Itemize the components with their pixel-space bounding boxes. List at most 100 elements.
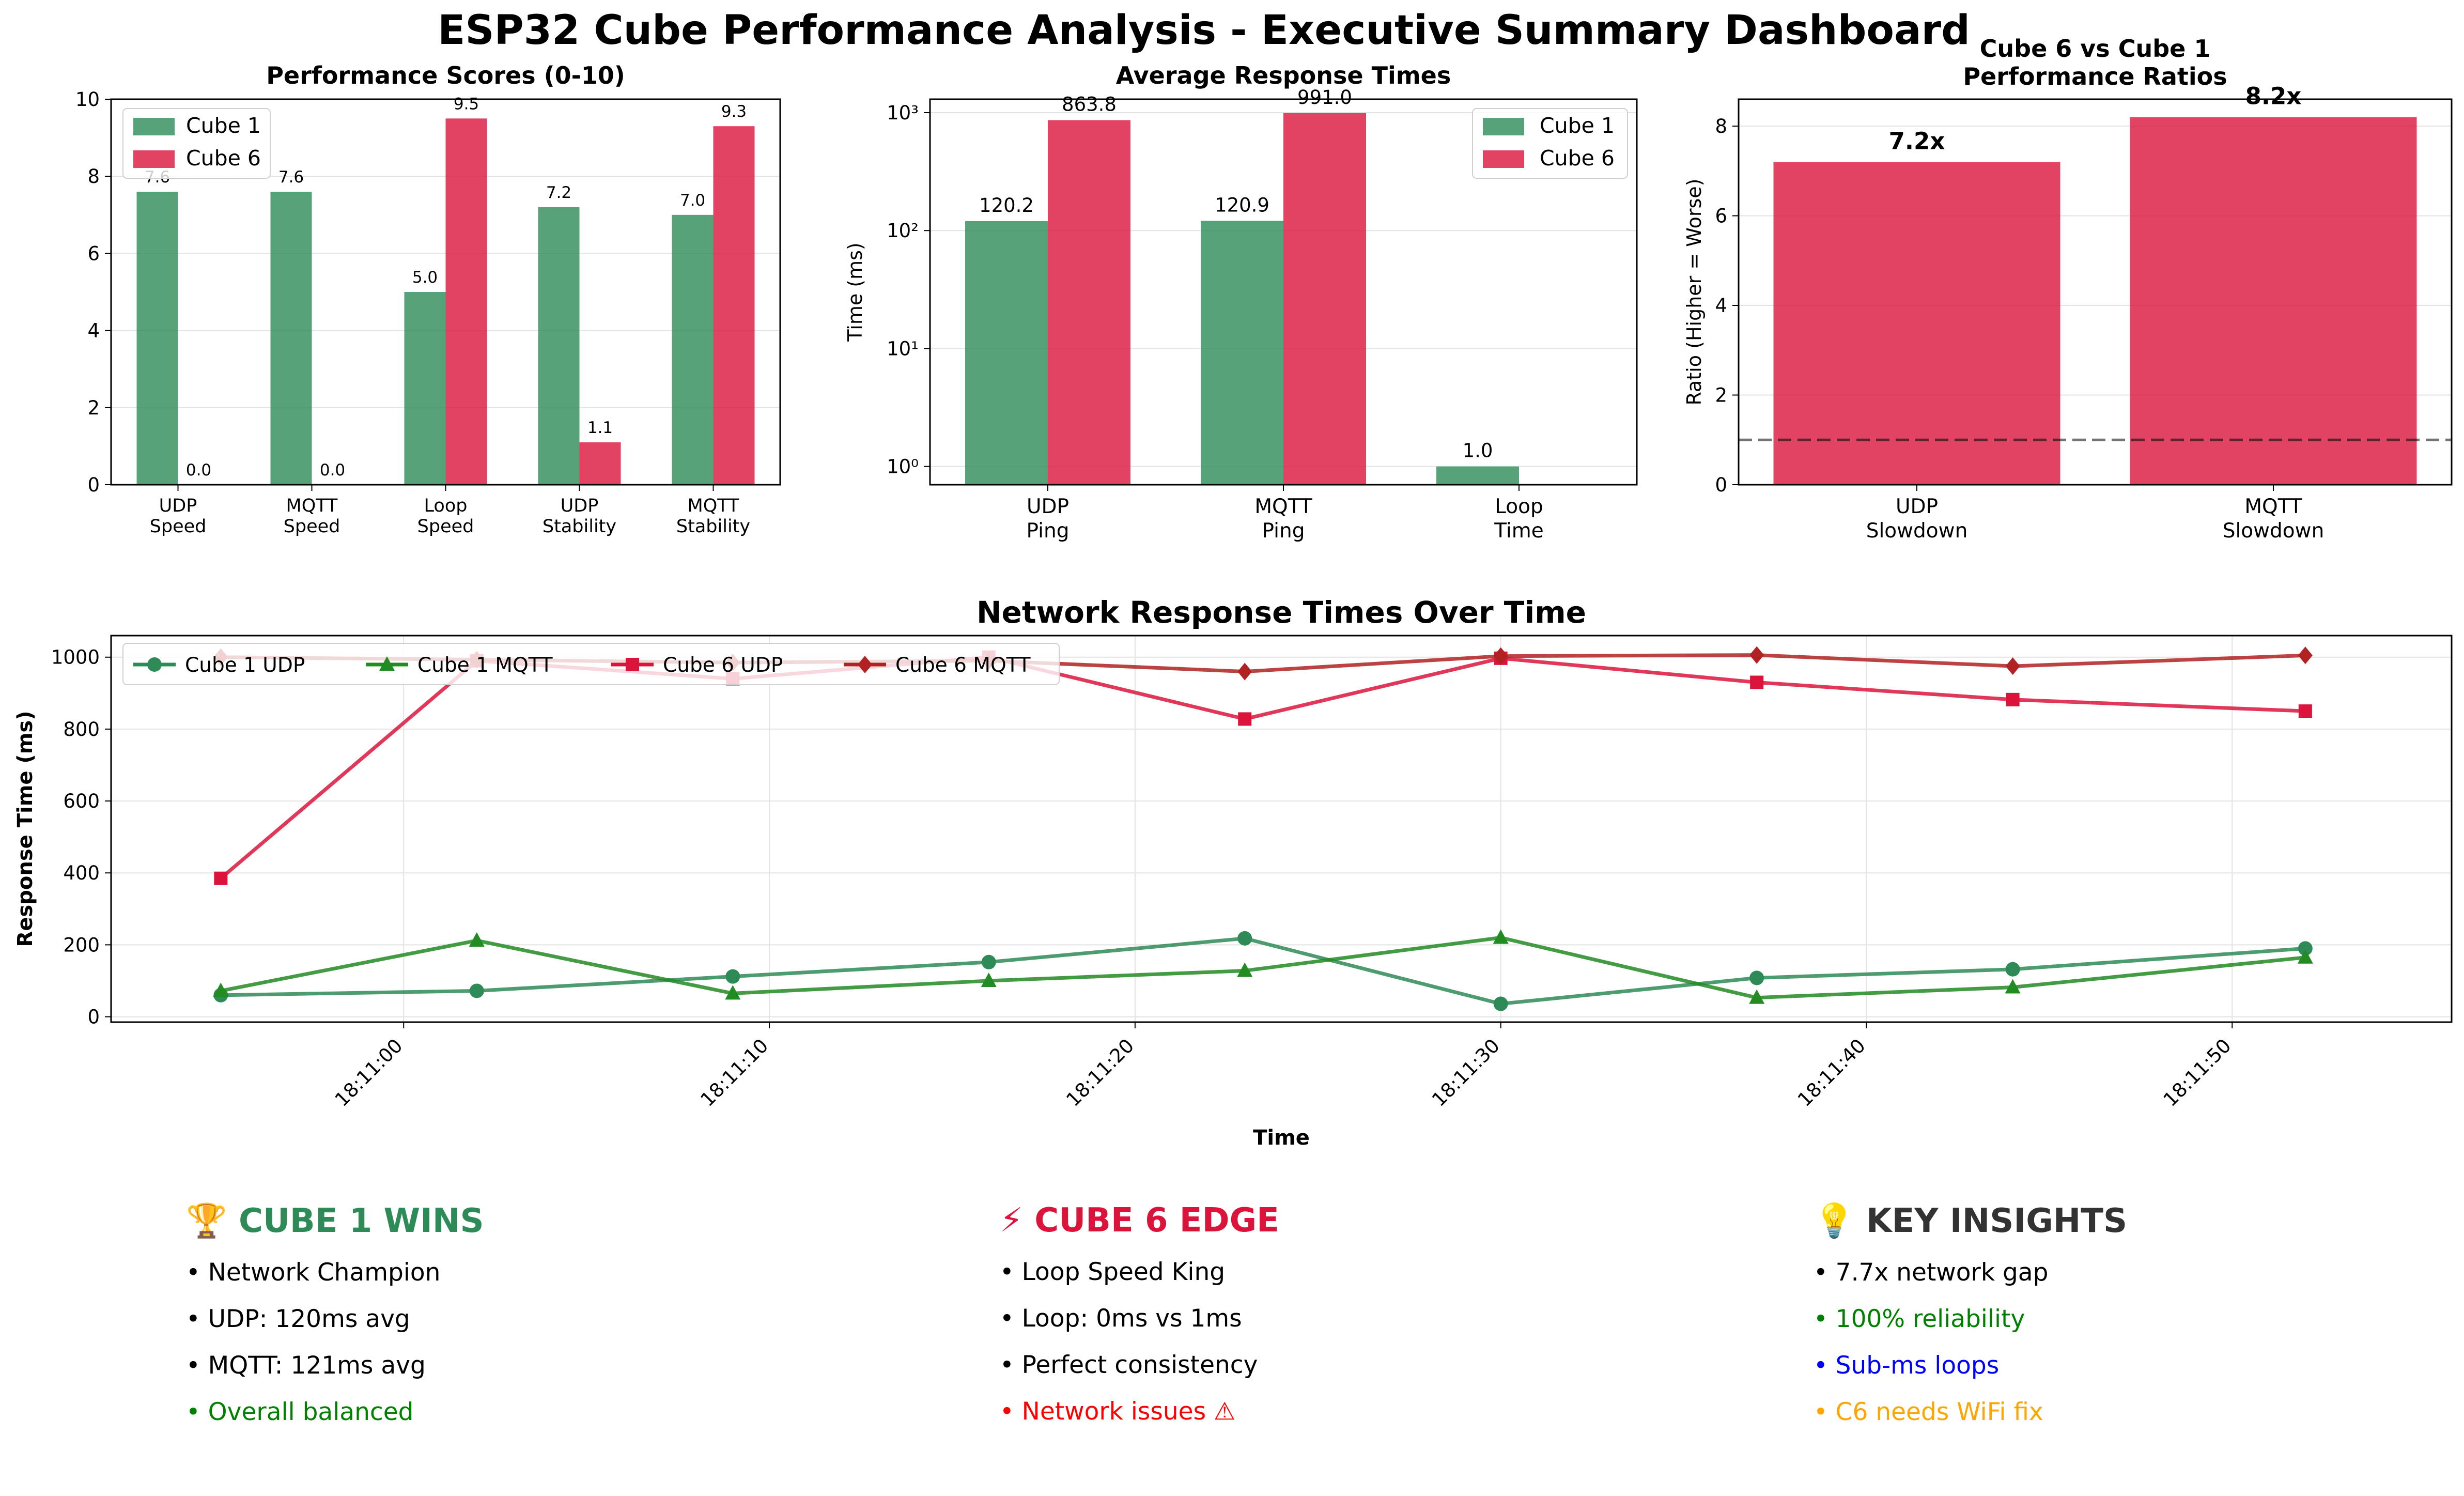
plot-frame [110, 98, 781, 486]
y-axis-label: Time (ms) [844, 242, 866, 342]
legend-marker [147, 657, 162, 672]
y-tick-label: 800 [63, 718, 100, 741]
y-axis-label: Response Time (ms) [13, 711, 37, 947]
panel-line: • UDP: 120ms avg [186, 1305, 410, 1333]
data-point [1493, 929, 1509, 944]
chart-title: Performance Scores (0-10) [266, 61, 625, 89]
y-tick-label: 4 [87, 320, 100, 342]
data-label: 8.2x [2245, 83, 2302, 110]
bar-cube6 [713, 126, 755, 485]
data-point [213, 982, 229, 997]
data-label: 0.0 [186, 461, 211, 480]
chart-performance-scores: 02468107.67.65.07.27.00.00.09.51.19.3UDP… [75, 61, 781, 537]
y-tick-label: 200 [63, 934, 100, 956]
panel-line: • Loop Speed King [1000, 1258, 1226, 1286]
y-tick-label: 10¹ [887, 337, 919, 360]
panel-line: • 7.7x network gap [1814, 1258, 2049, 1287]
legend: Cube 1 UDP Cube 1 MQTT Cube 6 UDP Cube 6 MQ… [122, 643, 1060, 685]
dashboard-title: ESP32 Cube Performance Analysis - Execut… [438, 7, 1970, 54]
y-tick-label: 400 [63, 862, 100, 884]
legend-marker [379, 656, 395, 671]
data-point [981, 972, 997, 987]
data-point [469, 983, 484, 998]
plot-frame [1738, 98, 2453, 486]
legend-label: Cube 6 MQTT [895, 654, 1031, 677]
y-tick-label: 600 [63, 790, 100, 812]
data-label: 0.0 [320, 461, 345, 480]
bar-cube1 [136, 192, 178, 485]
x-tick-label: Loop Time [1494, 495, 1543, 543]
data-label: 7.0 [680, 191, 705, 210]
data-point [1237, 931, 1252, 946]
y-tick-label: 10² [887, 220, 919, 242]
panel-heading: ⚡ CUBE 6 EDGE [1000, 1201, 1279, 1240]
panel-cube6-edge: ⚡ CUBE 6 EDGE • Loop Speed King • Loop: … [1000, 1201, 1279, 1435]
legend-swatch [1483, 150, 1524, 168]
series-line-cube-1-udp [221, 936, 2306, 1006]
y-tick-label: 4 [1715, 295, 1727, 317]
legend-label: Cube 6 UDP [663, 654, 783, 677]
data-label: 9.5 [454, 95, 479, 113]
y-tick-label: 0 [1715, 474, 1727, 496]
series-line-cube-6-udp [220, 655, 2306, 880]
bar-ratio [1773, 162, 2060, 485]
y-tick-label: 2 [87, 397, 100, 419]
y-tick-label: 10³ [887, 102, 919, 124]
data-point [2005, 979, 2021, 994]
y-tick-label: 0 [87, 474, 100, 496]
data-point [1237, 662, 1252, 681]
legend-swatch [133, 150, 175, 168]
y-tick-label: 0 [87, 1006, 100, 1028]
legend: Cube 1 Cube 6 [122, 108, 271, 179]
data-label: 1.0 [1463, 440, 1493, 462]
data-point [214, 871, 228, 885]
legend-marker [858, 656, 872, 673]
data-point [2298, 646, 2313, 665]
data-point [469, 932, 485, 947]
x-tick-label: UDP Slowdown [1866, 495, 1968, 543]
x-tick-label: 18:11:40 [1793, 1035, 1870, 1111]
y-tick-label: 8 [1715, 115, 1727, 137]
data-point [1749, 646, 1764, 664]
y-tick-label: 6 [1715, 205, 1727, 227]
bar-cube1 [404, 292, 446, 485]
data-point [1493, 647, 1508, 665]
data-label: 120.2 [979, 194, 1034, 217]
chart-network-response-timeline: 0 200 400 600 800 1000 18:11:00 18:11:10 18:11:2… [13, 595, 2453, 1150]
data-label: 7.2 [546, 183, 571, 202]
bar-cube1 [672, 214, 714, 485]
x-tick-label: 18:11:20 [1062, 1035, 1138, 1111]
data-label: 863.8 [1062, 94, 1117, 116]
data-label: 120.9 [1215, 194, 1269, 216]
plot-frame [110, 635, 2453, 1023]
bar-ratio [2130, 117, 2417, 485]
panel-key-insights: 💡 KEY INSIGHTS • 7.7x network gap • 100%… [1814, 1201, 2127, 1436]
panel-line: • Network Champion [186, 1258, 441, 1287]
data-point [1749, 989, 1765, 1004]
data-point [1238, 712, 1252, 726]
x-tick-label: MQTT Ping [1254, 495, 1312, 543]
chart-performance-ratios: 0 2 4 6 8 Ratio (Higher = Worse) 7.2x UDP Slowdo… [1683, 35, 2453, 543]
bar-cube1 [538, 207, 580, 485]
bar-cube1 [965, 221, 1048, 485]
bar-cube6 [1283, 113, 1366, 485]
chart-average-response-times: 10⁰ 10¹ 10² 10³ Time (ms) 120.2 120.9 1.0 863.8 9… [844, 61, 1638, 543]
y-tick-label: 10 [75, 88, 100, 111]
data-label: 5.0 [412, 268, 438, 287]
data-label: 991.0 [1297, 86, 1352, 109]
data-label: 7.2x [1889, 127, 1945, 155]
x-tick-label: 18:11:30 [1428, 1035, 1504, 1111]
y-axis-label: Ratio (Higher = Worse) [1683, 178, 1706, 405]
data-point [2297, 949, 2313, 964]
y-tick-label: 8 [87, 165, 100, 188]
panel-line: • C6 needs WiFi fix [1814, 1398, 2043, 1426]
x-tick-label: 18:11:50 [2159, 1035, 2236, 1111]
x-axis-label: Time [1253, 1126, 1310, 1150]
legend-label: Cube 6 [1540, 146, 1615, 171]
bar-cube6 [579, 442, 621, 485]
data-point [2005, 657, 2020, 675]
y-tick-label: 10⁰ [887, 456, 919, 478]
panel-cube1-wins: 🏆 CUBE 1 WINS • Network Champion • UDP: … [186, 1201, 484, 1436]
panel-line: • Network issues ⚠ [1000, 1397, 1236, 1426]
